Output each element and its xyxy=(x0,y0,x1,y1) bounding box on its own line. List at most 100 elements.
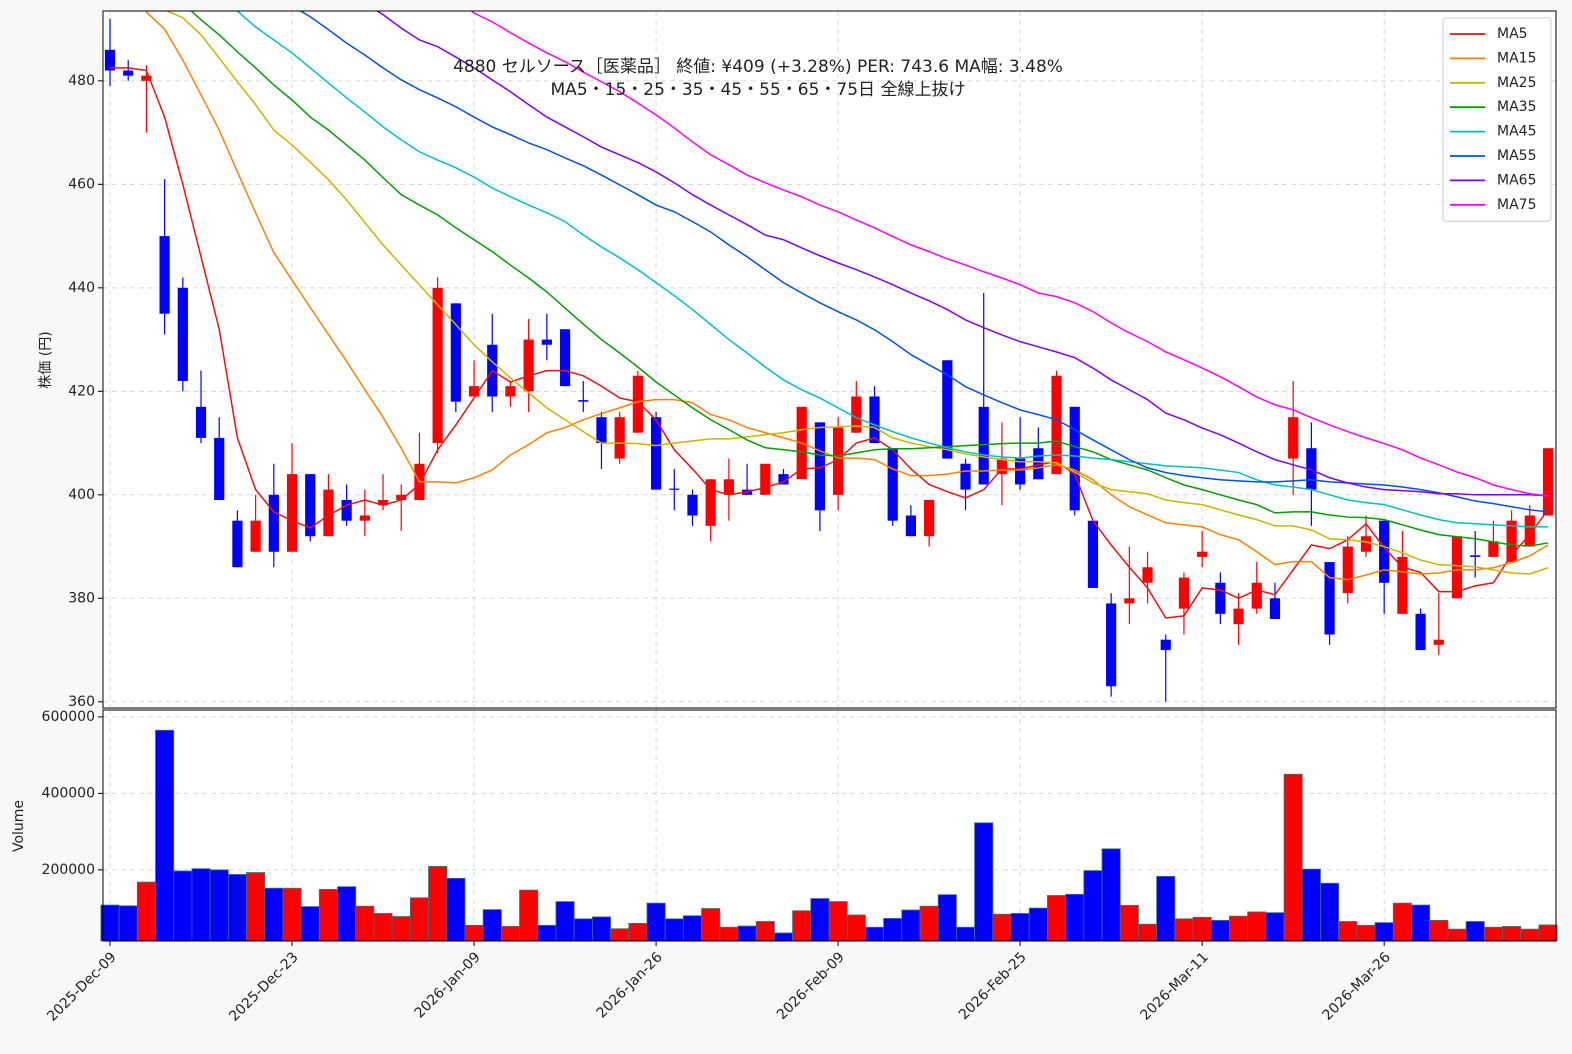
candle-body xyxy=(723,479,734,495)
candle-body xyxy=(614,417,625,459)
legend-label: MA65 xyxy=(1497,172,1536,188)
x-tick-label: 2026-Jan-26 xyxy=(594,949,666,1021)
candle-body xyxy=(578,400,589,402)
candle-body xyxy=(814,422,825,511)
candle-body xyxy=(778,474,789,485)
y-tick-label: 480 xyxy=(68,73,95,89)
candle-body xyxy=(286,474,298,552)
candle-body xyxy=(887,448,898,521)
candle-body xyxy=(341,499,352,521)
volume-bar xyxy=(1465,921,1485,942)
volume-bar xyxy=(1138,923,1158,942)
volume-bar xyxy=(209,869,229,942)
candle-body xyxy=(323,489,334,537)
candle-body xyxy=(1087,520,1099,588)
volume-bar xyxy=(337,886,357,942)
ma-line xyxy=(299,11,1549,513)
chart-subtitle: MA5・15・25・35・45・55・65・75日 全線上抜け xyxy=(551,80,966,100)
volume-bar xyxy=(1065,893,1085,942)
candle-body xyxy=(996,458,1008,475)
volume-bar xyxy=(1028,907,1048,942)
candle-body xyxy=(1342,546,1353,594)
volume-bar xyxy=(937,894,957,942)
volume-bar xyxy=(737,925,757,942)
x-tick-label: 2026-Feb-09 xyxy=(774,949,848,1023)
candle-body xyxy=(1524,515,1535,547)
candle-body xyxy=(1069,406,1080,511)
volume-bar xyxy=(246,872,266,942)
ma-lines xyxy=(110,11,1549,619)
volume-bar xyxy=(1247,911,1267,942)
volume-bar xyxy=(1047,895,1067,942)
candle-body xyxy=(1542,448,1554,516)
volume-bar xyxy=(1429,919,1449,942)
x-tick-label: 2026-Jan-09 xyxy=(412,949,484,1021)
volume-bar xyxy=(1229,915,1249,942)
volume-bar xyxy=(1210,919,1230,942)
candle-body xyxy=(1288,417,1299,459)
volume-bar xyxy=(409,897,429,942)
volume-bar xyxy=(519,889,539,942)
legend-label: MA5 xyxy=(1497,26,1528,42)
volume-bar xyxy=(100,904,120,942)
volume-bar xyxy=(919,905,939,942)
candle-body xyxy=(1415,613,1426,651)
ma-line xyxy=(190,11,1549,547)
volume-bar xyxy=(773,932,793,942)
candle-body xyxy=(596,417,607,444)
volume-bar xyxy=(974,822,994,942)
candle-body xyxy=(1051,375,1062,475)
volume-bar xyxy=(155,729,175,942)
volume-bar xyxy=(1265,912,1285,942)
candle-body xyxy=(268,494,279,552)
candle-body xyxy=(377,499,389,506)
volume-bar xyxy=(282,887,302,942)
volume-bar xyxy=(865,926,885,942)
ma-line xyxy=(235,11,1548,528)
volume-bar xyxy=(555,901,575,942)
volume-bar xyxy=(1411,904,1431,942)
volume-bar xyxy=(1301,868,1321,942)
volume-bar xyxy=(1083,870,1103,942)
volume-bar xyxy=(318,888,338,942)
volume-bar xyxy=(1283,773,1303,942)
volume-bar xyxy=(1119,905,1139,942)
volume-bar xyxy=(537,924,557,942)
candle-body xyxy=(869,396,880,444)
candle-body xyxy=(1215,582,1226,614)
candle-body xyxy=(1269,598,1281,619)
volume-bar xyxy=(482,909,502,942)
volume-bar xyxy=(500,926,520,942)
volume-bar xyxy=(1010,913,1030,942)
volume-bar xyxy=(628,923,648,942)
volume-bar xyxy=(573,918,593,942)
candle-body xyxy=(1106,603,1117,687)
candle-body xyxy=(1451,536,1463,599)
candle-body xyxy=(1142,567,1153,583)
ma-line xyxy=(144,11,1549,581)
candle-body xyxy=(232,520,243,568)
candle-body xyxy=(1197,551,1208,557)
y-tick-label: 440 xyxy=(68,280,95,296)
volume-bar xyxy=(646,902,666,942)
candle-body xyxy=(960,463,971,490)
candle-body xyxy=(1178,577,1190,609)
volume-bar xyxy=(118,905,138,942)
volume-tick-label: 200000 xyxy=(42,862,95,878)
volume-bar xyxy=(446,877,466,942)
volume-bar xyxy=(992,913,1012,942)
candle-body xyxy=(978,406,989,485)
candle-body xyxy=(1015,458,1026,485)
candle-body xyxy=(1124,598,1135,604)
x-tick-label: 2025-Dec-09 xyxy=(44,949,119,1024)
candle-body xyxy=(1433,639,1444,645)
candle-body xyxy=(468,386,480,397)
volume-bar xyxy=(1538,924,1558,942)
price-frame xyxy=(102,10,1557,709)
legend-label: MA55 xyxy=(1497,148,1536,164)
volume-bar xyxy=(391,916,411,942)
legend-box xyxy=(1442,17,1552,222)
volume-bar xyxy=(755,921,775,942)
candle-body xyxy=(833,427,844,495)
